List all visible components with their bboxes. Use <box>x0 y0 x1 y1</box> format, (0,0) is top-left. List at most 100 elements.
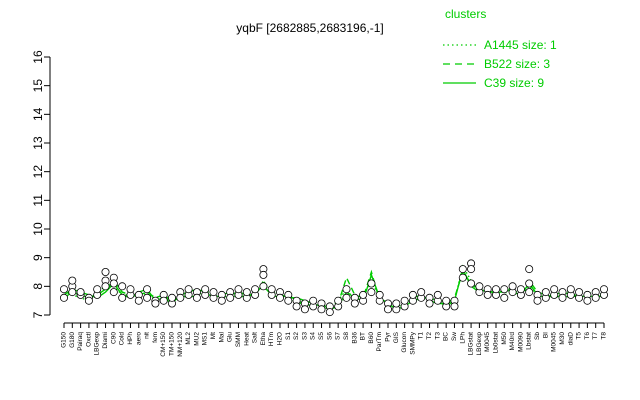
data-point <box>458 265 467 274</box>
legend-label-2: C39 size: 9 <box>484 76 544 90</box>
x-tick-label: T7 <box>592 332 599 340</box>
data-point <box>508 282 517 291</box>
x-tick-label: H2O <box>277 332 284 345</box>
data-point <box>300 305 309 314</box>
data-point <box>334 296 343 305</box>
data-point <box>500 285 509 294</box>
x-tick-label: Mal <box>218 331 225 342</box>
data-point <box>118 282 127 291</box>
y-tick-label: 14 <box>31 107 45 121</box>
x-tick-label: LBGexp <box>94 332 101 356</box>
data-point <box>600 285 609 294</box>
data-point <box>533 296 542 305</box>
data-point <box>259 282 268 291</box>
x-tick-label: fem <box>152 332 159 343</box>
data-point <box>442 296 451 305</box>
data-point <box>76 288 85 297</box>
x-tick-label: nit <box>144 332 151 339</box>
y-tick-label: 12 <box>31 165 45 179</box>
data-point <box>450 302 459 311</box>
data-point <box>342 285 351 294</box>
data-point <box>325 308 334 317</box>
data-point <box>359 290 368 299</box>
data-point <box>458 273 467 282</box>
x-tick-label: LBGexp <box>476 332 483 356</box>
x-tick-label: TM+150 <box>169 332 176 356</box>
x-tick-label: T1 <box>418 332 425 340</box>
x-tick-label: S8 <box>343 332 350 340</box>
data-point <box>226 293 235 302</box>
x-tick-label: Lb0stat <box>493 332 500 354</box>
x-tick-label: C90 <box>110 332 117 344</box>
data-point <box>475 282 484 291</box>
data-point <box>143 293 152 302</box>
data-point <box>109 288 118 297</box>
x-tick-label: G150 <box>61 332 68 348</box>
data-point <box>143 285 152 294</box>
y-tick-label: 9 <box>31 254 45 261</box>
x-tick-label: M0045 <box>484 332 491 352</box>
data-point <box>516 285 525 294</box>
x-tick-label: M30 <box>559 332 566 345</box>
data-point <box>284 296 293 305</box>
x-tick-label: GIS <box>393 331 400 343</box>
y-tick-label: 16 <box>31 50 45 64</box>
x-tick-label: BI <box>542 332 549 338</box>
legend-title: clusters <box>445 7 486 21</box>
data-point <box>68 288 77 297</box>
x-tick-label: T3 <box>434 332 441 340</box>
y-axis: 7 8 9 10 11 12 13 14 15 16 <box>31 50 51 318</box>
x-tick-label: Cold <box>119 332 126 346</box>
x-tick-label: Glu <box>227 332 234 343</box>
data-point <box>525 265 534 274</box>
data-point <box>234 285 243 294</box>
data-point <box>317 305 326 314</box>
data-point <box>101 282 110 291</box>
data-point <box>541 288 550 297</box>
x-tick-label: S3 <box>301 332 308 340</box>
x-tick-label: Salt <box>252 332 259 343</box>
data-point <box>467 279 476 288</box>
x-tick-label: G180 <box>69 332 76 348</box>
data-point <box>367 279 376 288</box>
x-tick-label: SMM <box>235 332 242 347</box>
x-tick-label: Mt <box>210 332 217 339</box>
x-tick-label: B36 <box>351 332 358 344</box>
x-tick-label: M50 <box>501 332 508 345</box>
data-point <box>467 265 476 274</box>
x-tick-label: Sw <box>451 332 458 341</box>
data-point <box>575 288 584 297</box>
data-point <box>417 288 426 297</box>
x-tick-label: S7 <box>335 332 342 340</box>
x-tick-label: SMMPy <box>409 331 416 355</box>
legend-label-1: B522 size: 3 <box>484 57 550 71</box>
x-tick-label: T5 <box>576 332 583 340</box>
data-point <box>259 270 268 279</box>
x-tick-label: diaD <box>567 332 574 346</box>
data-point <box>383 305 392 314</box>
x-tick-label: S2 <box>293 332 300 340</box>
data-point <box>159 296 168 305</box>
x-tick-label: S6 <box>326 332 333 340</box>
y-tick-label: 13 <box>31 136 45 150</box>
x-tick-label: B60 <box>368 332 375 344</box>
data-point <box>550 285 559 294</box>
x-tick-label: T2 <box>426 332 433 340</box>
data-point <box>242 288 251 297</box>
data-point <box>126 285 135 294</box>
data-point <box>109 279 118 288</box>
x-tick-label: S4 <box>310 332 317 340</box>
x-tick-label: NM+120 <box>177 332 184 357</box>
data-point <box>60 293 69 302</box>
data-point <box>350 299 359 308</box>
x-tick-label: MU2 <box>193 332 200 346</box>
data-point <box>566 285 575 294</box>
x-tick-label: CM+150 <box>160 332 167 357</box>
y-tick-label: 11 <box>31 194 45 207</box>
x-tick-label: T8 <box>601 332 608 340</box>
data-point <box>309 296 318 305</box>
data-point <box>101 267 110 276</box>
x-tick-label: T6 <box>584 332 591 340</box>
x-tick-label: M40rd <box>509 332 516 351</box>
